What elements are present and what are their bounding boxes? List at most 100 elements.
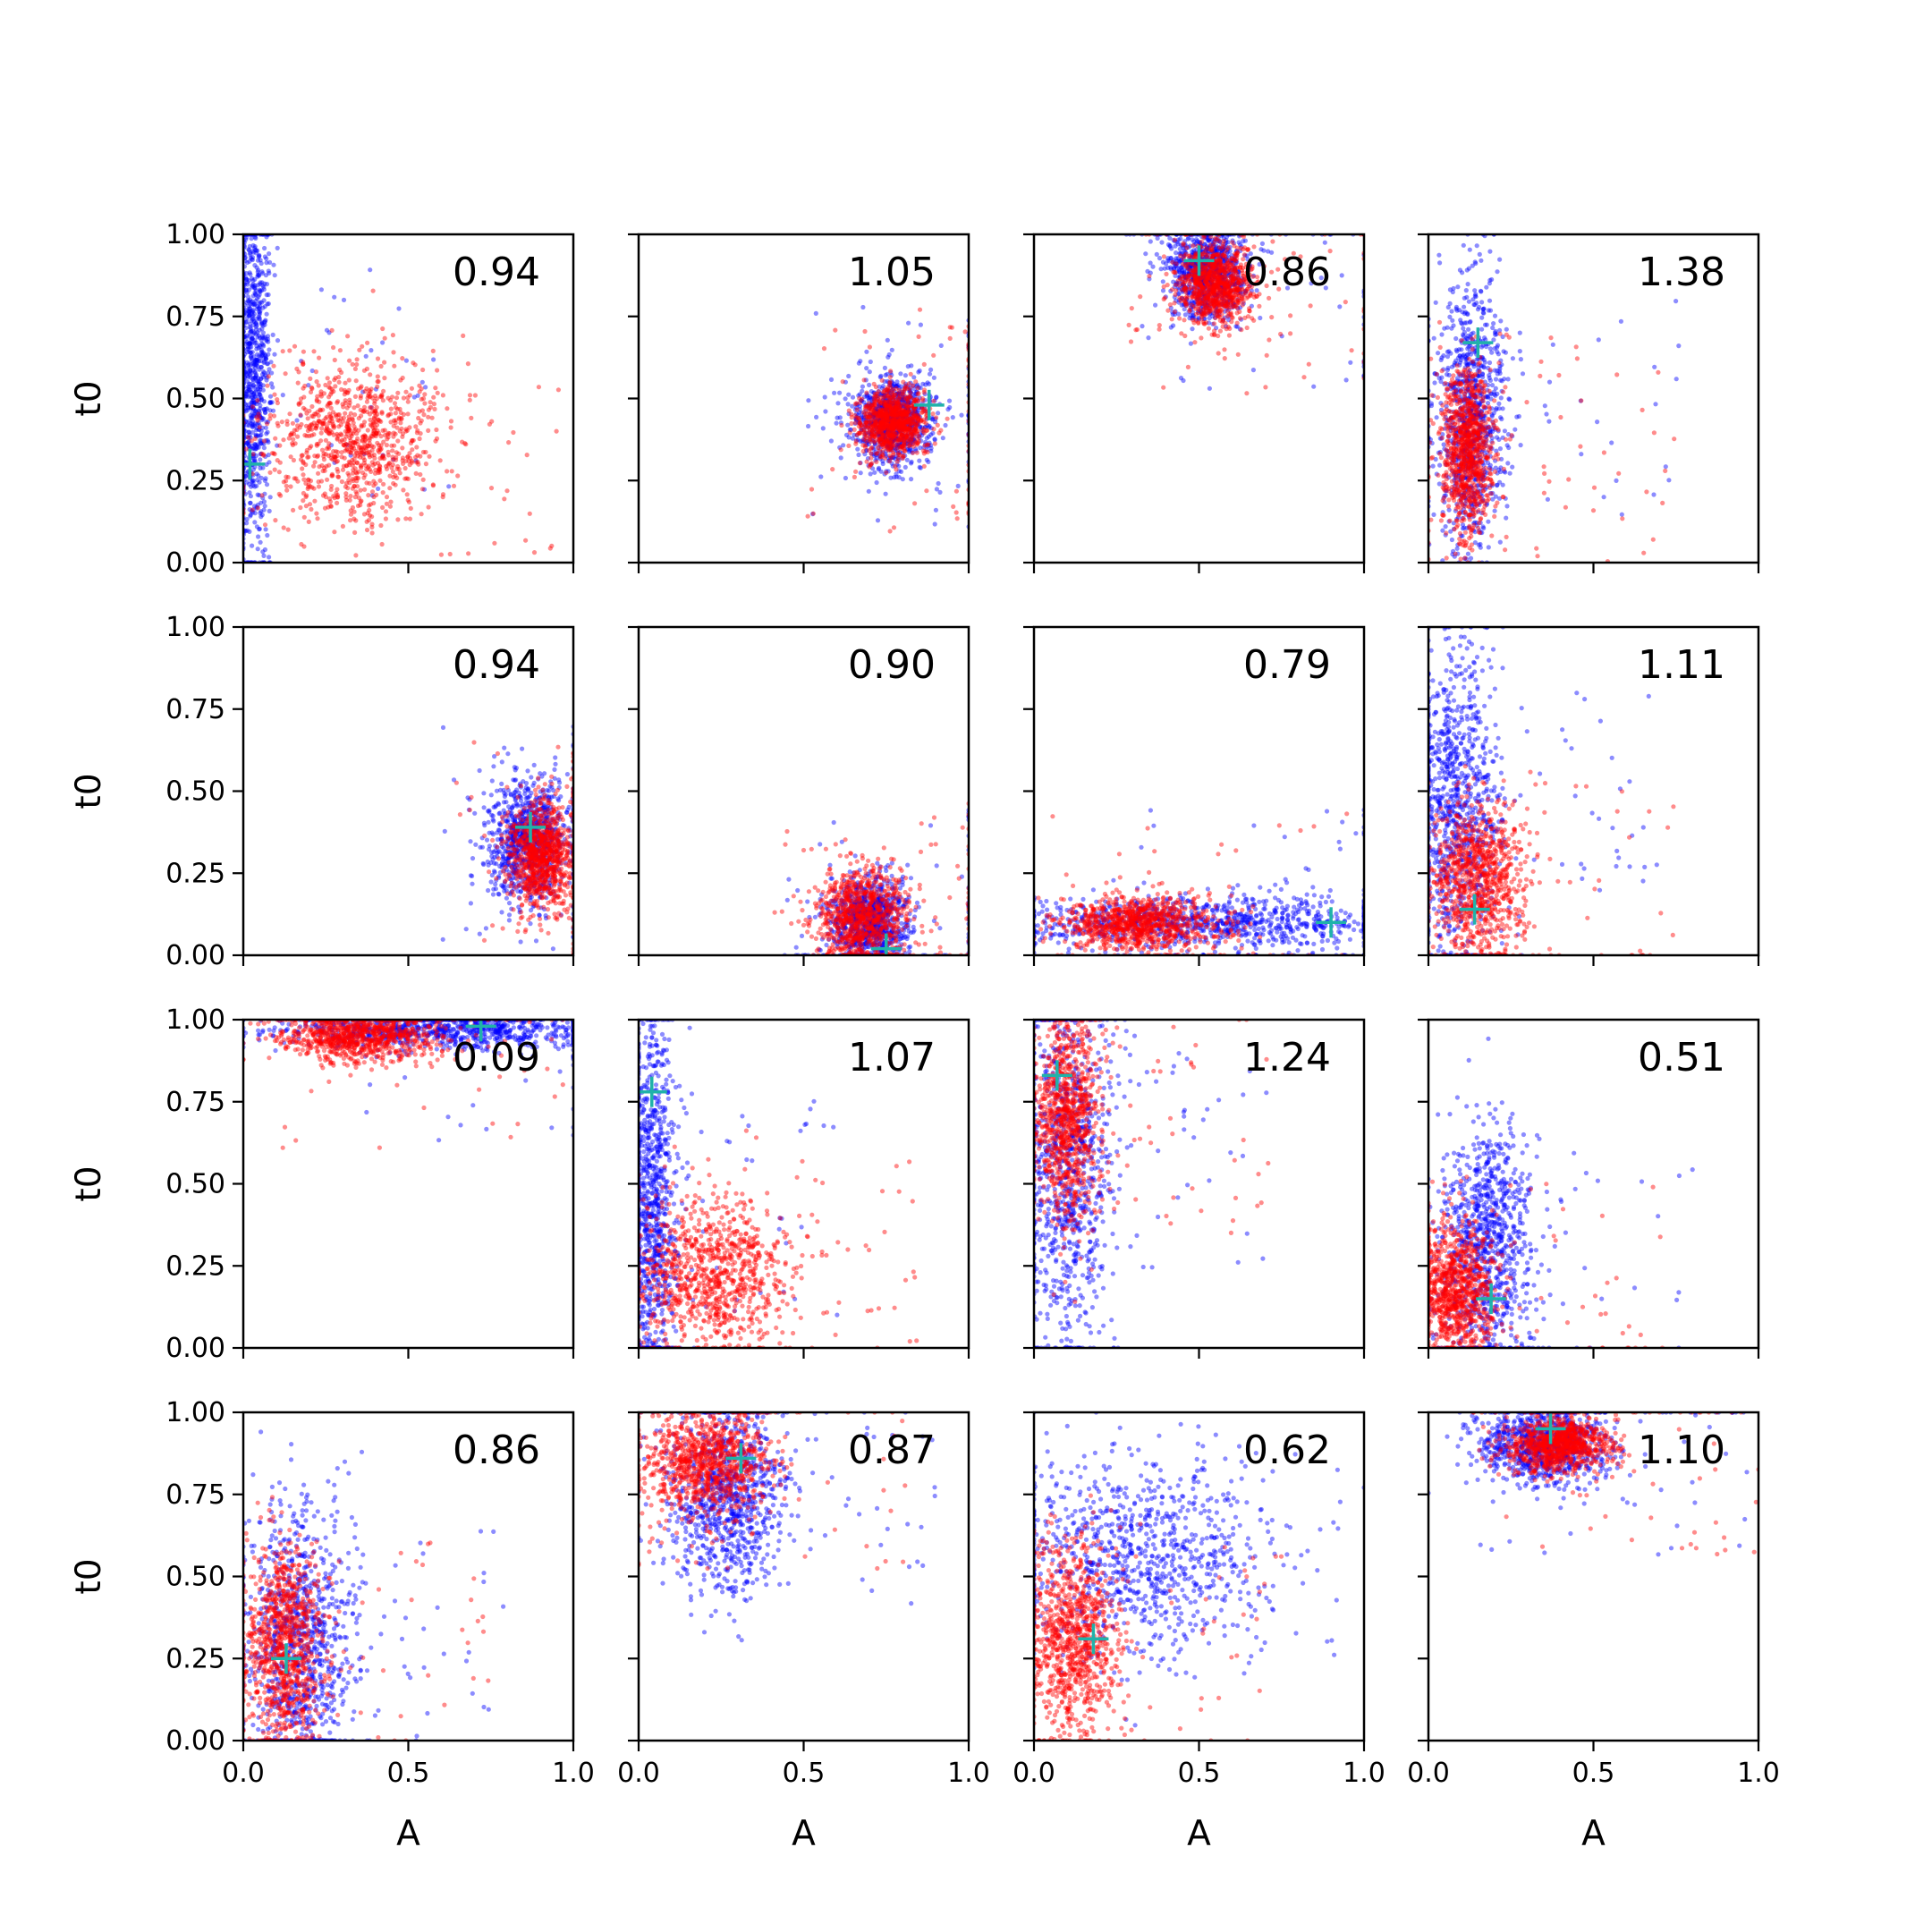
scatter-point: [385, 495, 389, 499]
scatter-point: [426, 415, 430, 419]
scatter-point: [948, 325, 953, 329]
scatter-point: [308, 427, 312, 431]
scatter-point: [284, 488, 289, 493]
scatter-point: [811, 512, 816, 516]
scatter-point: [1171, 323, 1175, 327]
scatter-point: [396, 306, 401, 310]
scatter-point: [326, 394, 331, 399]
scatter-point: [1343, 300, 1348, 304]
scatter-point: [873, 432, 877, 436]
scatter-point: [330, 419, 335, 424]
scatter-point: [432, 407, 436, 411]
y-tick-label: 0.25: [165, 465, 225, 496]
scatter-point: [400, 356, 404, 360]
scatter-point: [334, 455, 338, 460]
scatter-point: [886, 338, 890, 343]
scatter-point: [331, 424, 335, 428]
scatter-point: [328, 504, 333, 508]
scatter-point: [273, 273, 277, 277]
scatter-point: [806, 424, 810, 428]
scatter-point: [436, 391, 440, 395]
scatter-point: [416, 460, 420, 464]
scatter-point: [343, 485, 348, 489]
scatter-point: [860, 385, 865, 389]
scatter-point: [373, 425, 377, 429]
scatter-point: [377, 468, 382, 472]
scatter-point: [849, 421, 853, 426]
scatter-point: [273, 436, 277, 441]
scatter-point: [920, 382, 925, 386]
scatter-point: [427, 504, 431, 509]
scatter-point: [307, 520, 311, 524]
scatter-point: [431, 357, 436, 361]
scatter-point: [365, 341, 369, 345]
scatter-point: [378, 523, 383, 528]
scatter-point: [869, 425, 874, 429]
scatter-point: [911, 445, 916, 449]
scatter-point: [244, 389, 249, 394]
scatter-point: [420, 487, 425, 491]
scatter-point: [291, 421, 295, 426]
scatter-point: [918, 465, 922, 470]
scatter-point: [258, 425, 262, 429]
scatter-point: [377, 479, 382, 483]
scatter-point: [433, 386, 437, 390]
scatter-point: [902, 453, 906, 458]
scatter-point: [920, 410, 925, 414]
scatter-point: [936, 481, 941, 486]
scatter-point: [249, 485, 253, 489]
scatter-point: [322, 391, 326, 395]
scatter-point: [1168, 244, 1173, 249]
scatter-point: [275, 421, 280, 426]
scatter-point: [329, 406, 334, 411]
scatter-point: [859, 470, 863, 475]
scatter-point: [1260, 242, 1265, 246]
scatter-point: [365, 520, 369, 524]
scatter-point: [270, 385, 275, 389]
scatter-point: [245, 260, 250, 265]
scatter-point: [263, 547, 267, 552]
scatter-point: [1340, 273, 1344, 277]
scatter-point: [381, 428, 386, 433]
scatter-point: [395, 438, 400, 443]
scatter-point: [255, 330, 259, 335]
scatter-point: [418, 420, 422, 425]
scatter-point: [339, 450, 343, 454]
scatter-point: [877, 427, 882, 431]
scatter-point: [267, 509, 272, 513]
scatter-point: [884, 492, 888, 496]
scatter-point: [890, 348, 894, 352]
scatter-point: [354, 378, 359, 383]
scatter-point: [301, 350, 306, 354]
scatter-point: [407, 500, 411, 504]
scatter-point: [302, 384, 307, 388]
scatter-point: [294, 418, 299, 422]
scatter-point: [301, 394, 306, 399]
scatter-point: [934, 508, 938, 513]
scatter-point: [294, 367, 299, 371]
scatter-point: [392, 419, 396, 423]
scatter-point: [394, 458, 398, 462]
scatter-point: [414, 445, 419, 449]
scatter-point: [452, 484, 456, 488]
scatter-point: [249, 300, 253, 304]
scatter-point: [902, 437, 906, 442]
scatter-point: [814, 311, 818, 316]
scatter-point: [366, 493, 370, 497]
scatter-point: [392, 364, 396, 369]
scatter-point: [335, 495, 340, 499]
scatter-point: [830, 467, 835, 471]
scatter-point: [398, 420, 402, 425]
scatter-point: [910, 412, 914, 417]
scatter-point: [427, 454, 431, 459]
scatter-point: [1159, 240, 1164, 244]
scatter-point: [408, 393, 412, 397]
scatter-point: [1241, 239, 1245, 243]
scatter-point: [929, 446, 934, 451]
scatter-point: [931, 411, 936, 416]
scatter-point: [857, 361, 861, 366]
scatter-point: [250, 507, 255, 512]
scatter-point: [352, 530, 357, 535]
scatter-point: [406, 400, 411, 404]
scatter-point: [881, 462, 886, 466]
